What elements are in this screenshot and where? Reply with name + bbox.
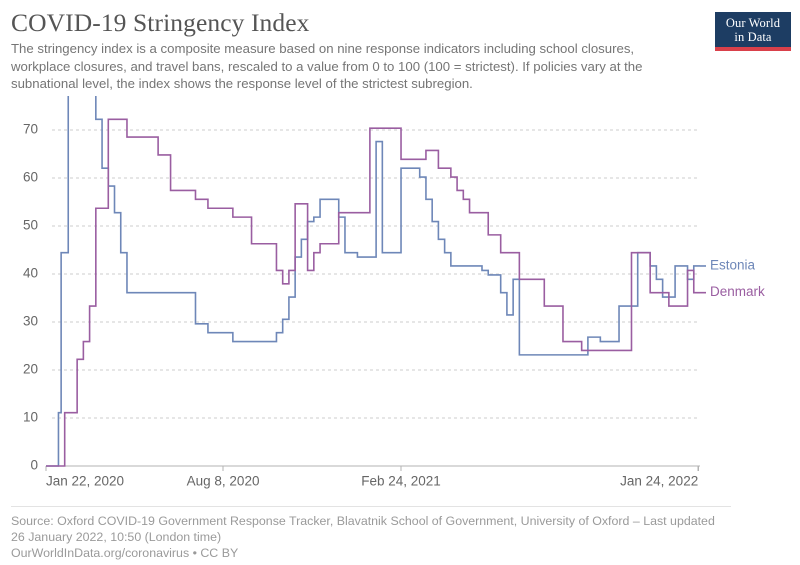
y-tick-label: 60 <box>23 170 38 185</box>
series-lines-group[interactable] <box>46 96 700 467</box>
x-axis-labels-group: Jan 22, 2020 Aug 8, 2020 Feb 24, 2021 Jan 2… <box>46 474 698 489</box>
page-title: COVID-19 Stringency Index <box>11 8 310 37</box>
y-tick-label: 30 <box>23 314 38 329</box>
y-tick-label: 50 <box>23 218 38 233</box>
chart-footer: Source: Oxford COVID-19 Government Respo… <box>11 506 731 562</box>
series-line-denmark[interactable] <box>46 118 700 467</box>
chart-legend-group[interactable]: Estonia Denmark <box>700 258 765 300</box>
owid-logo[interactable]: Our World in Data <box>715 12 791 51</box>
legend-label-denmark[interactable]: Denmark <box>710 284 765 299</box>
x-tick-label: Jan 24, 2022 <box>620 474 698 489</box>
y-tick-label: 40 <box>23 266 38 281</box>
chart-subtitle: The stringency index is a composite meas… <box>11 41 643 91</box>
owid-link[interactable]: OurWorldInData.org/coronavirus • CC BY <box>11 546 239 560</box>
source-text: Source: Oxford COVID-19 Government Respo… <box>11 514 715 544</box>
y-axis-labels-group: 0 10 20 30 40 50 60 70 <box>23 122 38 473</box>
chart-header: COVID-19 Stringency Index The stringency… <box>11 8 701 93</box>
y-tick-label: 20 <box>23 362 38 377</box>
chart-plot-area[interactable]: 0 10 20 30 40 50 60 70 Jan 22, 2020 Aug 8, 2020 F… <box>0 96 800 496</box>
x-tick-label: Aug 8, 2020 <box>187 474 260 489</box>
series-line-estonia[interactable] <box>46 96 700 467</box>
line-chart-svg[interactable]: 0 10 20 30 40 50 60 70 Jan 22, 2020 Aug 8, 2020 F… <box>0 96 800 496</box>
x-tick-label: Feb 24, 2021 <box>361 474 441 489</box>
y-tick-label: 10 <box>23 410 38 425</box>
legend-label-estonia[interactable]: Estonia <box>710 258 756 273</box>
x-axis-line-group <box>45 465 700 471</box>
owid-logo-line1: Our World <box>725 16 781 30</box>
owid-logo-line2: in Data <box>734 30 772 44</box>
x-tick-label: Jan 22, 2020 <box>46 474 124 489</box>
y-tick-label: 70 <box>23 122 38 137</box>
y-tick-label: 0 <box>30 458 38 473</box>
